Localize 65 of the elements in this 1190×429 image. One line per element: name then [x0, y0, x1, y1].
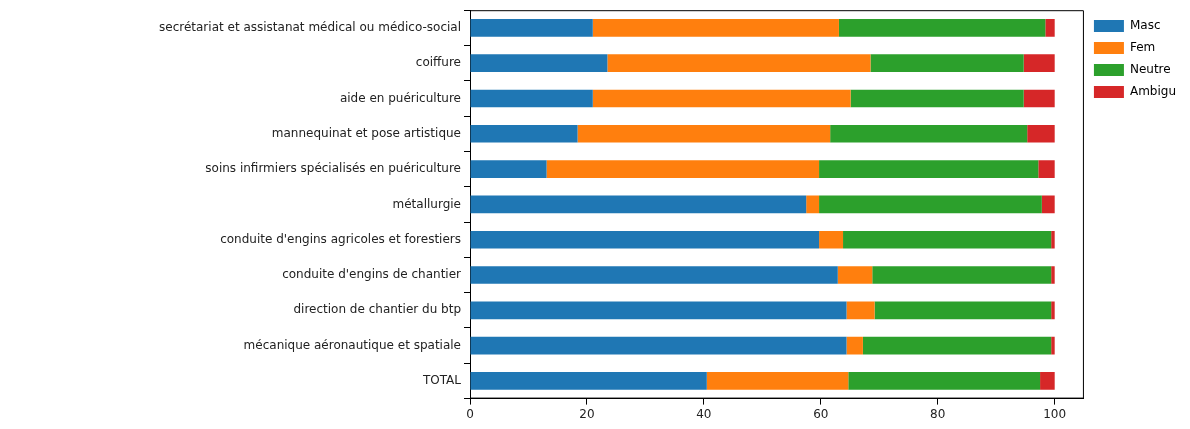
bar — [607, 54, 871, 72]
y-tick-label: aide en puériculture — [339, 90, 461, 105]
bar — [470, 54, 608, 72]
bar — [470, 195, 807, 214]
x-tick-label: 60 — [813, 406, 829, 421]
legend-label: Ambigu — [1129, 84, 1177, 99]
bar — [872, 266, 1052, 284]
legend-label: Fem — [1129, 40, 1156, 55]
bar — [1051, 301, 1055, 320]
bar — [470, 160, 547, 178]
legend-label: Masc — [1129, 18, 1161, 33]
bar — [470, 266, 838, 284]
bar — [546, 160, 820, 178]
x-tick-label: 40 — [696, 406, 712, 421]
bar — [470, 301, 847, 320]
bar — [470, 230, 820, 249]
bar — [846, 301, 875, 320]
y-tick-label: TOTAL — [421, 373, 462, 388]
bar — [838, 19, 1046, 37]
bar — [837, 266, 873, 284]
x-tick-label: 100 — [1043, 406, 1067, 421]
bar — [1027, 124, 1055, 143]
bar — [470, 19, 593, 37]
x-tick-label: 80 — [930, 406, 946, 421]
legend-label: Neutre — [1129, 62, 1171, 77]
bar — [592, 19, 839, 37]
y-tick-label: coiffure — [415, 55, 461, 70]
bar — [830, 124, 1028, 143]
bar — [470, 336, 847, 355]
bar — [819, 195, 1042, 214]
y-tick-label: soins infirmiers spécialisés en puériculture — [205, 161, 461, 176]
x-tick-label: 20 — [579, 406, 595, 421]
y-tick-label: secrétariat et assistanat médical ou médico-social — [159, 19, 461, 34]
bar — [470, 89, 593, 108]
bar — [706, 372, 849, 390]
y-tick-label: métallurgie — [392, 196, 461, 211]
bar — [1051, 266, 1055, 284]
bar — [1023, 89, 1055, 108]
bar — [1051, 230, 1055, 249]
y-tick-label: conduite d'engins de chantier — [282, 267, 462, 282]
bar — [470, 124, 578, 143]
bar — [843, 230, 1052, 249]
y-tick-label: direction de chantier du btp — [293, 302, 461, 317]
bar — [819, 160, 1039, 178]
bar — [1041, 195, 1055, 214]
x-tick-label: 0 — [466, 406, 474, 421]
bar — [846, 336, 863, 355]
y-tick-label: mannequinat et pose artistique — [271, 125, 461, 140]
bar — [819, 230, 844, 249]
bar — [870, 54, 1024, 72]
bar — [1051, 336, 1055, 355]
bar — [848, 372, 1041, 390]
bar — [850, 89, 1024, 108]
y-tick-label: mécanique aéronautique et spatiale — [243, 337, 461, 352]
y-tick-label: conduite d'engins agricoles et forestiers — [220, 231, 461, 246]
bar — [806, 195, 820, 214]
bar — [862, 336, 1052, 355]
bar — [874, 301, 1052, 320]
bar — [1038, 160, 1055, 178]
bar — [1040, 372, 1055, 390]
bar — [1023, 54, 1055, 72]
bar — [592, 89, 851, 108]
bar — [1045, 19, 1055, 37]
bar — [470, 372, 707, 390]
bar — [577, 124, 831, 143]
